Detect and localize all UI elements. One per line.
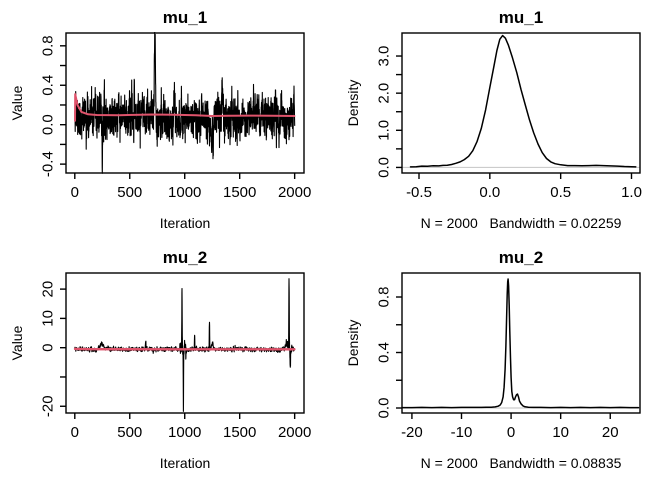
y-tick-label: 0.8 [40,35,57,56]
x-tick-label: 1000 [168,184,201,201]
x-tick-label: -0.5 [406,184,432,201]
y-tick-label: 20 [40,281,57,298]
x-tick-label: 500 [117,424,142,441]
plot-region [402,34,640,169]
x-axis-label: Iteration [160,215,211,231]
y-tick-label: 0.0 [376,157,393,178]
x-axis: -0.5 0.0 0.5 1.0 [406,173,642,201]
y-axis-label: Density [345,320,361,367]
x-tick-label: 0.0 [479,184,500,201]
panel-density-mu1: -0.5 0.0 0.5 1.0 0.0 1.0 2.0 3.0 mu_1 N = 2000 Ba… [336,0,672,240]
plot-title: mu_2 [163,248,207,267]
x-tick-label: 0 [507,424,515,441]
plot-box [401,272,641,414]
x-axis: -20 -10 0 10 20 [401,413,619,441]
y-tick-label: 0 [40,344,57,352]
x-tick-label: 0.5 [550,184,571,201]
x-tick-label: 2000 [278,184,311,201]
smooth-mean-line [74,93,296,122]
x-tick-label: 1500 [223,424,256,441]
x-tick-label: -20 [401,424,423,441]
x-tick-label: 500 [117,184,142,201]
y-axis-label: Value [9,325,25,360]
trace-plot-mu1: 0 500 1000 1500 2000 -0.4 0.0 0.4 0.8 mu_1 Iterati… [9,8,311,231]
y-axis: -20 0 10 20 [40,281,66,417]
density-curve [401,278,640,409]
x-axis-label: Iteration [160,455,211,471]
x-tick-label: 0 [71,424,79,441]
density-caption: N = 2000 Bandwidth = 0.02259 [421,215,622,231]
y-tick-label: -20 [40,395,57,417]
x-tick-label: 2000 [278,424,311,441]
y-axis: -0.4 0.0 0.4 0.8 [40,35,66,177]
y-tick-label: 1.0 [376,120,393,141]
y-tick-label: 0.0 [376,398,393,419]
x-tick-label: 20 [602,424,619,441]
panel-trace-mu2: 0 500 1000 1500 2000 -20 0 10 20 mu_2 Iteration Val… [0,240,336,480]
x-axis: 0 500 1000 1500 2000 [71,173,311,201]
x-axis: 0 500 1000 1500 2000 [71,413,311,441]
x-tick-label: 1500 [223,184,256,201]
panel-density-mu2: -20 -10 0 10 20 0.0 0.4 0.8 mu_2 N = 2000 Bandwid… [336,240,672,480]
plot-region [401,278,640,409]
density-caption: N = 2000 Bandwidth = 0.08835 [421,455,622,471]
plot-title: mu_1 [163,8,207,27]
y-axis: 0.0 0.4 0.8 [376,287,402,419]
y-tick-label: 0.8 [376,287,393,308]
y-tick-label: 0.4 [40,75,57,96]
density-plot-mu1: -0.5 0.0 0.5 1.0 0.0 1.0 2.0 3.0 mu_1 N = 2000 Ba… [345,8,642,231]
y-tick-label: 10 [40,310,57,327]
plot-box [401,32,641,174]
plot-region [73,278,296,412]
y-axis-label: Value [9,85,25,120]
y-tick-label: 3.0 [376,46,393,67]
trace-line [74,278,296,412]
x-tick-label: 0 [71,184,79,201]
x-tick-label: 10 [552,424,569,441]
y-tick-label: 2.0 [376,83,393,104]
y-tick-label: 0.4 [376,342,393,363]
density-curve [409,34,637,168]
y-axis: 0.0 1.0 2.0 3.0 [376,46,402,178]
x-tick-label: 1.0 [621,184,642,201]
plot-title: mu_2 [499,248,543,267]
trace-line [74,32,296,174]
plot-title: mu_1 [499,8,543,27]
trace-plot-mu2: 0 500 1000 1500 2000 -20 0 10 20 mu_2 Iteration Val… [9,248,311,471]
y-axis-label: Density [345,80,361,127]
y-tick-label: -0.4 [40,151,57,177]
y-tick-label: 0.0 [40,114,57,135]
x-tick-label: -10 [451,424,473,441]
plot-region [74,32,296,174]
panel-trace-mu1: 0 500 1000 1500 2000 -0.4 0.0 0.4 0.8 mu_1 Iterati… [0,0,336,240]
x-tick-label: 1000 [168,424,201,441]
density-plot-mu2: -20 -10 0 10 20 0.0 0.4 0.8 mu_2 N = 2000 Bandwid… [345,248,641,471]
